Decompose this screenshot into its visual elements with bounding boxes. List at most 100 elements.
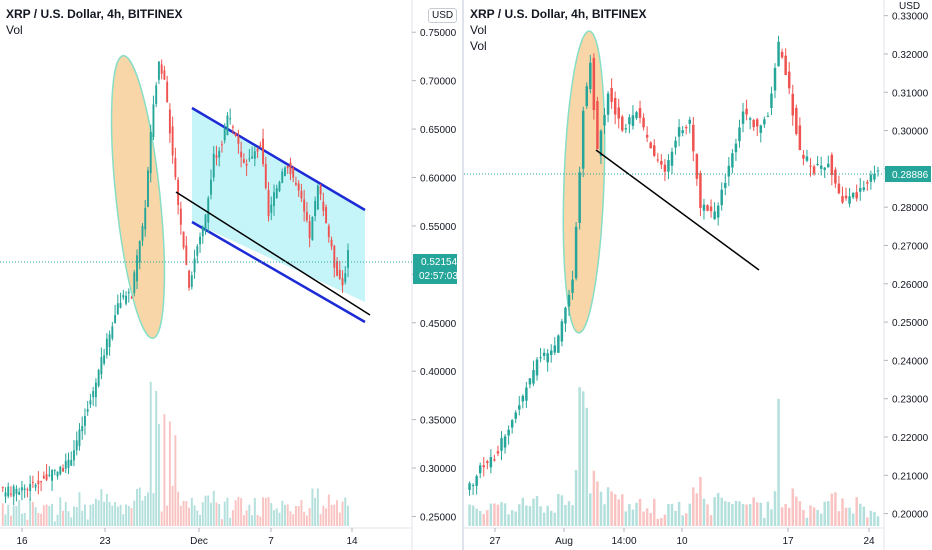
volume-bar bbox=[223, 501, 226, 526]
highlight-ellipse[interactable] bbox=[101, 53, 174, 340]
left-chart-pane[interactable]: 0.750000.700000.650000.600000.550000.500… bbox=[0, 0, 462, 550]
candle-body bbox=[617, 107, 620, 119]
candle-body bbox=[571, 279, 574, 293]
volume-bar bbox=[347, 505, 349, 526]
candle-body bbox=[652, 145, 656, 156]
candle-body bbox=[18, 491, 21, 495]
candle-body bbox=[114, 315, 117, 324]
volume-bar bbox=[256, 515, 259, 526]
right-vol-label-2[interactable]: Vol bbox=[470, 39, 487, 53]
volume-bar bbox=[525, 505, 528, 526]
price-tick-label: 0.20000 bbox=[892, 510, 929, 521]
candle-body bbox=[766, 115, 770, 117]
left-legend: XRP / U.S. Dollar, 4h, BITFINEX Vol bbox=[6, 6, 182, 38]
volume-bar bbox=[155, 390, 158, 526]
volume-bar bbox=[245, 510, 248, 526]
candle-body bbox=[699, 173, 702, 208]
pane-divider[interactable] bbox=[462, 0, 464, 550]
volume-bar bbox=[308, 508, 311, 526]
candle-body bbox=[855, 192, 858, 199]
left-currency-button[interactable]: USD bbox=[428, 8, 458, 23]
volume-bar bbox=[528, 506, 532, 526]
right-candlestick-chart[interactable]: 0.330000.320000.310000.300000.290000.280… bbox=[464, 0, 932, 550]
candle-body bbox=[67, 459, 70, 468]
volume-bar bbox=[73, 506, 75, 526]
volume-bar bbox=[731, 504, 734, 526]
volume-bar bbox=[100, 489, 103, 526]
candle-body bbox=[138, 241, 141, 263]
candle-body bbox=[10, 493, 12, 495]
volume-bar bbox=[251, 515, 254, 526]
candle-body bbox=[234, 132, 237, 137]
right-chart-pane[interactable]: 0.330000.320000.310000.300000.290000.280… bbox=[464, 0, 932, 550]
candle-body bbox=[731, 153, 734, 168]
candle-body bbox=[188, 270, 191, 288]
right-trend-line[interactable] bbox=[595, 149, 760, 271]
channel-lower-line[interactable] bbox=[191, 220, 366, 324]
candle-body bbox=[81, 426, 84, 432]
volume-bar bbox=[18, 499, 21, 526]
candle-body bbox=[535, 359, 539, 376]
candle-body bbox=[103, 355, 106, 364]
left-candlestick-chart[interactable]: 0.750000.700000.650000.600000.550000.500… bbox=[0, 0, 462, 550]
right-symbol-title[interactable]: XRP / U.S. Dollar, 4h, BITFINEX bbox=[470, 7, 647, 21]
volume-bar bbox=[240, 498, 243, 526]
volume-bar bbox=[284, 504, 286, 526]
candle-body bbox=[581, 110, 585, 169]
channel-upper-line[interactable] bbox=[191, 106, 366, 212]
candle-body bbox=[809, 165, 812, 167]
volume-bar bbox=[695, 493, 699, 526]
volume-bar bbox=[53, 521, 56, 526]
price-tick-label: 0.70000 bbox=[420, 77, 457, 88]
volume-bar bbox=[267, 497, 270, 526]
candle-body bbox=[229, 118, 232, 120]
volume-bar bbox=[763, 517, 766, 526]
candle-body bbox=[507, 429, 510, 436]
left-trend-line[interactable] bbox=[175, 191, 371, 316]
volume-bar bbox=[7, 504, 10, 526]
volume-bar bbox=[182, 500, 185, 526]
candle-body bbox=[748, 118, 752, 120]
volume-bar bbox=[681, 515, 684, 526]
candle-body bbox=[111, 326, 114, 339]
right-price-badge-value: 0.28886 bbox=[892, 170, 929, 181]
volume-bar bbox=[478, 510, 482, 526]
left-symbol-title[interactable]: XRP / U.S. Dollar, 4h, BITFINEX bbox=[6, 7, 183, 21]
right-vol-label-1[interactable]: Vol bbox=[470, 23, 487, 37]
volume-bar bbox=[338, 512, 341, 526]
volume-bar bbox=[844, 507, 848, 526]
candle-body bbox=[171, 126, 174, 156]
price-tick-label: 0.75000 bbox=[420, 28, 457, 39]
left-vol-label[interactable]: Vol bbox=[6, 23, 23, 37]
candle-body bbox=[702, 204, 706, 211]
candle-body bbox=[621, 116, 624, 131]
volume-bar bbox=[56, 514, 59, 526]
right-time-axis[interactable]: 27 Aug 14:00 10 17 24 bbox=[489, 528, 875, 547]
candle-body bbox=[26, 489, 29, 491]
volume-bar bbox=[635, 502, 638, 526]
left-time-axis[interactable]: 16 23 Dec 7 14 bbox=[16, 528, 358, 547]
price-tick-label: 0.30000 bbox=[892, 127, 929, 138]
candle-body bbox=[713, 211, 716, 220]
volume-bar bbox=[305, 515, 308, 526]
candle-body bbox=[193, 258, 196, 273]
candle-body bbox=[179, 208, 182, 225]
volume-bar bbox=[798, 501, 802, 526]
candle-body bbox=[471, 485, 475, 487]
candle-body bbox=[876, 170, 880, 172]
candle-body bbox=[663, 164, 667, 172]
volume-bar bbox=[215, 502, 218, 526]
candle-body bbox=[539, 357, 542, 359]
candle-body bbox=[819, 165, 823, 169]
right-price-axis[interactable]: 0.330000.320000.310000.300000.290000.280… bbox=[884, 12, 929, 521]
volume-bar bbox=[510, 510, 514, 526]
volume-bar bbox=[660, 517, 663, 526]
volume-bar bbox=[592, 470, 596, 526]
volume-bar bbox=[210, 502, 212, 526]
candle-body bbox=[75, 440, 78, 451]
volume-bar bbox=[834, 492, 837, 526]
right-currency-label[interactable]: USD bbox=[899, 1, 921, 12]
volume-bar bbox=[141, 500, 144, 526]
candle-body bbox=[177, 179, 180, 206]
candle-body bbox=[759, 125, 763, 133]
